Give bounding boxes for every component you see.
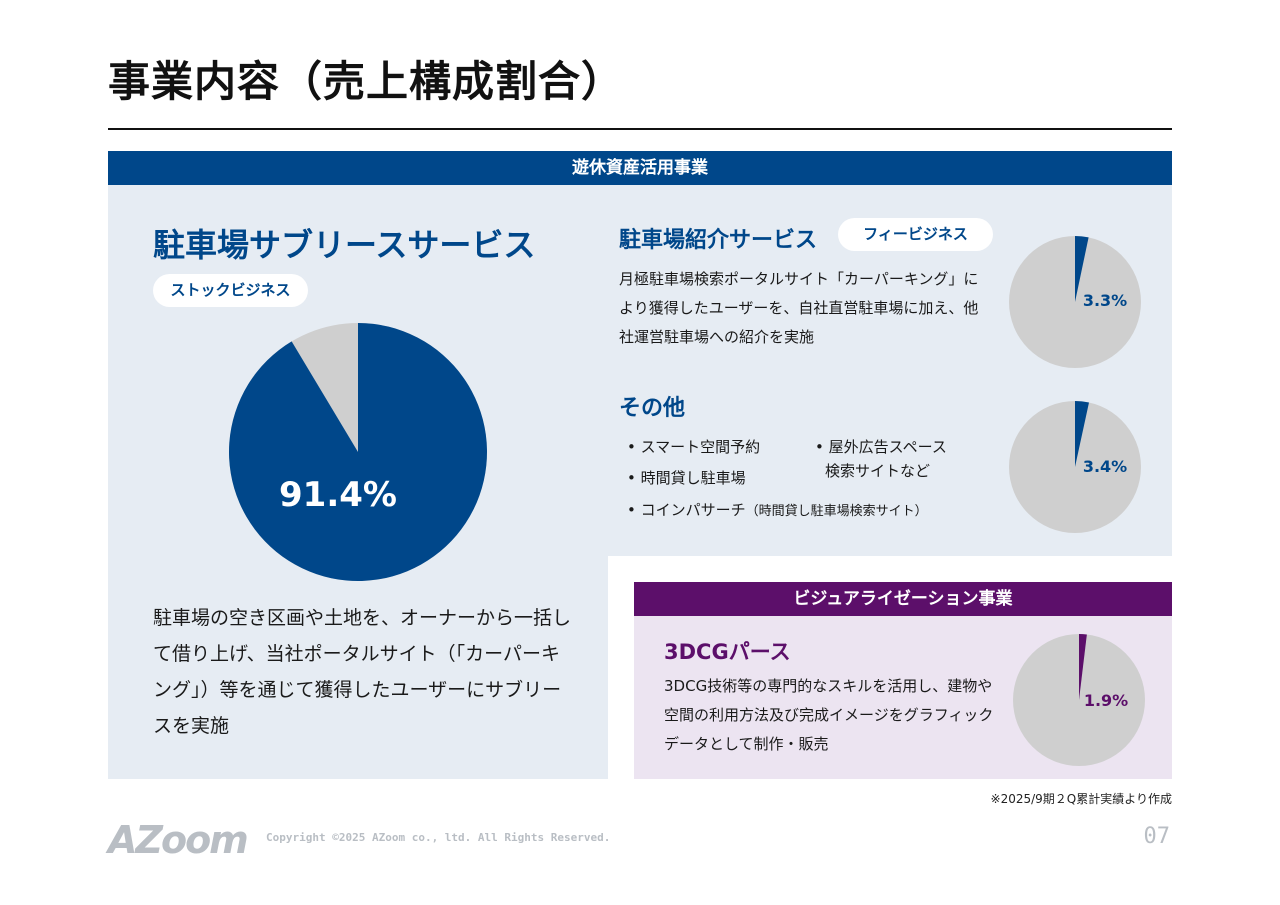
other-pie-label: 3.4% [1083, 457, 1127, 476]
page-number: 07 [1143, 824, 1171, 849]
sublease-description: 駐車場の空き区画や土地を、オーナーから一括して借り上げ、当社ポータルサイト（「カ… [153, 607, 572, 737]
sublease-pie-label: 91.4% [279, 475, 397, 515]
visualization-pie-label: 1.9% [1084, 691, 1128, 710]
copyright-text: Copyright ©2025 AZoom co., ltd. All Righ… [266, 831, 611, 844]
sublease-pie-chart: 91.4% [229, 323, 488, 581]
bullet-outdoor-ads-sub: 検索サイトなど [825, 462, 931, 480]
page-title: 事業内容（売上構成割合） [108, 57, 625, 106]
referral-pie-chart: 3.3% [1009, 236, 1141, 368]
stock-business-badge: ストックビジネス [153, 274, 308, 307]
bullet-smart-space: • スマート空間予約 [627, 438, 761, 456]
source-footnote: ※2025/9期２Q累計実績より作成 [990, 792, 1172, 806]
fee-business-badge: フィービジネス [838, 218, 993, 251]
visualization-description: 3DCG技術等の専門的なスキルを活用し、建物や空間の利用方法及び完成イメージをグ… [664, 677, 994, 753]
idle-assets-header: 遊休資産活用事業 [108, 151, 1172, 185]
sublease-title: 駐車場サブリースサービス [153, 226, 536, 264]
bullet-outdoor-ads: • 屋外広告スペース [815, 438, 947, 456]
visualization-pie-chart: 1.9% [1013, 634, 1145, 766]
sublease-pie-slice [229, 323, 488, 581]
company-logo: AZoom [108, 818, 249, 862]
bullet-coin-pa: • コインパサーチ（時間貸し駐車場検索サイト） [627, 499, 928, 520]
referral-title: 駐車場紹介サービス [619, 228, 818, 253]
visualization-pie-slice [1079, 634, 1087, 700]
referral-description: 月極駐車場検索ポータルサイト「カーパーキング」により獲得したユーザーを、自社直営… [619, 270, 979, 346]
bullet-coin-pa-main: • コインパサーチ [627, 501, 746, 519]
other-pie-slice [1075, 401, 1089, 467]
other-title: その他 [619, 396, 686, 421]
title-divider [108, 128, 1172, 130]
other-pie-chart: 3.4% [1009, 401, 1141, 533]
bullet-hourly-parking: • 時間貸し駐車場 [627, 469, 746, 487]
visualization-header: ビジュアライゼーション事業 [634, 582, 1172, 616]
referral-pie-slice [1075, 236, 1089, 302]
referral-pie-label: 3.3% [1083, 291, 1127, 310]
bullet-coin-pa-note: （時間貸し駐車場検索サイト） [745, 504, 928, 519]
visualization-title: 3DCGパース [664, 640, 791, 664]
